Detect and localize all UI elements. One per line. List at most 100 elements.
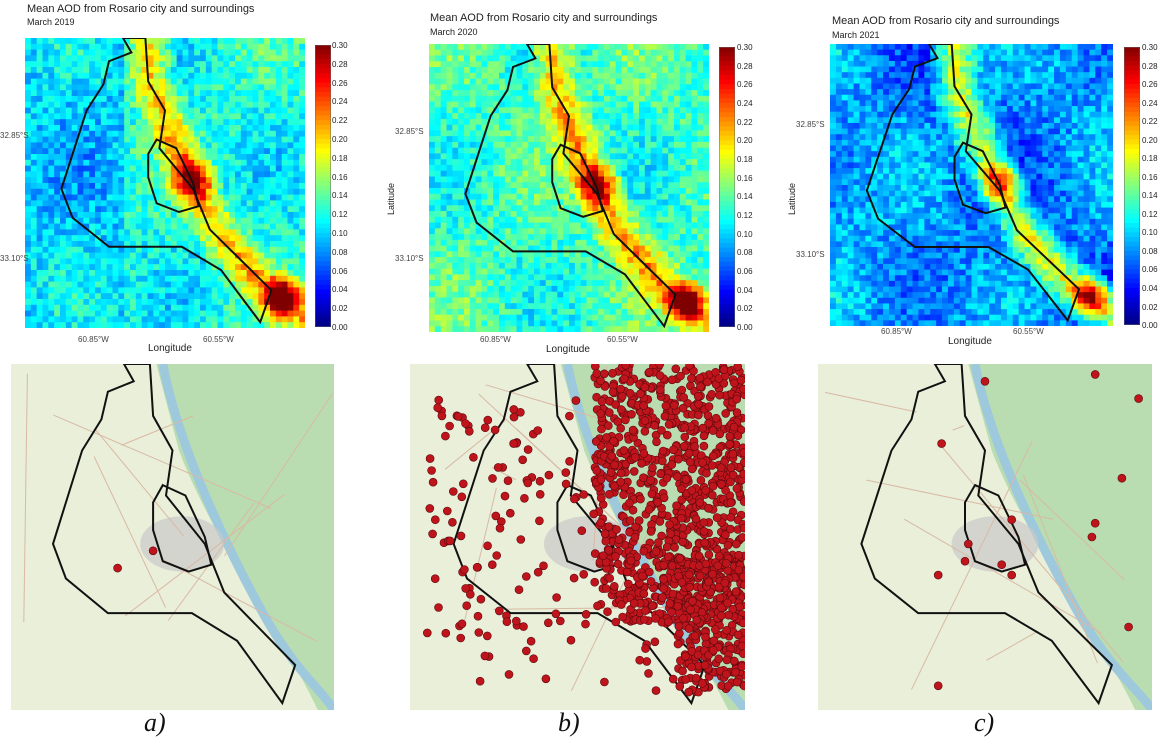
heatmap-cell <box>540 165 546 171</box>
heatmap-cell <box>95 247 101 253</box>
heatmap-cell <box>165 79 171 85</box>
colorbar-segment <box>719 196 735 201</box>
heatmap-cell <box>441 194 447 200</box>
heatmap-cell <box>697 142 703 148</box>
heatmap-cell <box>25 206 31 212</box>
heatmap-cell <box>703 73 709 79</box>
heatmap-cell <box>697 130 703 136</box>
heatmap-cell <box>212 108 218 114</box>
heatmap-cell <box>633 188 639 194</box>
heatmap-cell <box>487 257 493 263</box>
heatmap-cell <box>83 247 89 253</box>
heatmap-cell <box>458 211 464 217</box>
heatmap-cell <box>183 299 189 305</box>
heatmap-cell <box>517 234 523 240</box>
heatmap-cell <box>633 297 639 303</box>
heatmap-cell <box>95 253 101 259</box>
heatmap-cell <box>282 142 288 148</box>
heatmap-cell <box>622 73 628 79</box>
heatmap-cell <box>622 148 628 154</box>
heatmap-cell <box>113 50 119 56</box>
heatmap-cell <box>43 293 49 299</box>
heatmap-cell <box>282 311 288 317</box>
heatmap-cell <box>95 224 101 230</box>
heatmap-cell <box>610 315 616 321</box>
heatmap-cell <box>212 90 218 96</box>
heatmap-cell <box>299 282 305 288</box>
heatmap-cell <box>223 258 229 264</box>
heatmap-cell <box>476 102 482 108</box>
heatmap-cell <box>651 96 657 102</box>
heatmap-cell <box>581 228 587 234</box>
colorbar-segment <box>315 54 331 59</box>
heatmap-cell <box>54 258 60 264</box>
heatmap-cell <box>692 171 698 177</box>
heatmap-cell <box>130 270 136 276</box>
heatmap-cell <box>118 264 124 270</box>
heatmap-cell <box>124 189 130 195</box>
heatmap-cell <box>258 287 264 293</box>
heatmap-cell <box>441 44 447 50</box>
heatmap-cell <box>522 257 528 263</box>
heatmap-cell <box>447 320 453 326</box>
heatmap-cell <box>142 293 148 299</box>
heatmap-cell <box>499 280 505 286</box>
heatmap-cell <box>264 258 270 264</box>
heatmap-cell <box>235 200 241 206</box>
heatmap-cell <box>25 224 31 230</box>
heatmap-cell <box>183 50 189 56</box>
heatmap-cell <box>130 316 136 322</box>
heatmap-cell <box>95 142 101 148</box>
heatmap-cell <box>616 274 622 280</box>
heatmap-cell <box>692 136 698 142</box>
heatmap-cell <box>130 276 136 282</box>
heatmap-cell <box>686 320 692 326</box>
colorbar-segment <box>719 257 735 262</box>
heatmap-cell <box>200 177 206 183</box>
heatmap-cell <box>37 316 43 322</box>
heatmap-cell <box>113 142 119 148</box>
heatmap-cell <box>25 154 31 160</box>
heatmap-cell <box>563 182 569 188</box>
heatmap-cell <box>171 224 177 230</box>
heatmap-cell <box>482 107 488 113</box>
heatmap-cell <box>546 205 552 211</box>
heatmap-cell <box>680 142 686 148</box>
heatmap-cell <box>540 194 546 200</box>
heatmap-cell <box>616 320 622 326</box>
heatmap-cell <box>288 79 294 85</box>
heatmap-cell <box>662 234 668 240</box>
heatmap-cell <box>680 274 686 280</box>
heatmap-cell <box>264 113 270 119</box>
heatmap-cell <box>651 205 657 211</box>
heatmap-cell <box>429 211 435 217</box>
heatmap-cell <box>218 90 224 96</box>
heatmap-cell <box>258 229 264 235</box>
heatmap-cell <box>464 228 470 234</box>
heatmap-cell <box>229 177 235 183</box>
heatmap-cell <box>130 90 136 96</box>
heatmap-cell <box>171 189 177 195</box>
heatmap-cell <box>78 154 84 160</box>
heatmap-cell <box>534 79 540 85</box>
heatmap-cell <box>499 159 505 165</box>
heatmap-cell <box>458 223 464 229</box>
heatmap-cell <box>522 228 528 234</box>
heatmap-cell <box>270 171 276 177</box>
heatmap-cell <box>153 287 159 293</box>
heatmap-cell <box>470 309 476 315</box>
heatmap-cell <box>188 108 194 114</box>
heatmap-cell <box>452 263 458 269</box>
heatmap-cell <box>118 96 124 102</box>
heatmap-cell <box>253 44 259 50</box>
heatmap-cell <box>552 205 558 211</box>
heatmap-cell <box>200 224 206 230</box>
heatmap-cell <box>697 96 703 102</box>
heatmap-cell <box>78 90 84 96</box>
heatmap-cell <box>499 113 505 119</box>
heatmap-cell <box>546 228 552 234</box>
heatmap-cell <box>171 258 177 264</box>
heatmap-cell <box>148 311 154 317</box>
heatmap-cell <box>645 165 651 171</box>
heatmap-cell <box>639 171 645 177</box>
